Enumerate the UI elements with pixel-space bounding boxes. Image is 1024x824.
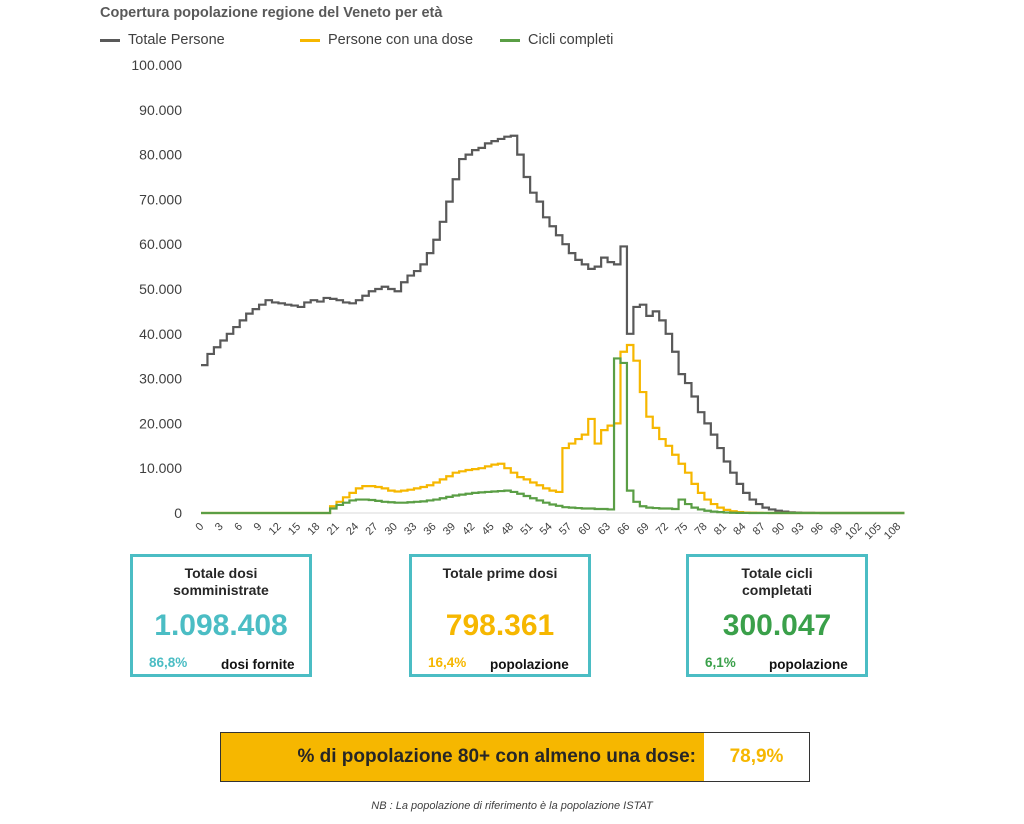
x-tick-label: 54 <box>538 521 555 538</box>
kpi-title: Totale dosi somministrate <box>133 565 309 599</box>
x-tick-label: 15 <box>286 521 303 538</box>
kpi-note: dosi fornite <box>221 657 295 672</box>
x-tick-label: 3 <box>213 521 226 534</box>
kpi-note: popolazione <box>490 657 569 672</box>
y-tick-label: 10.000 <box>139 460 182 476</box>
legend-item-cicli-completi: Cicli completi <box>500 32 613 48</box>
x-tick-label: 45 <box>480 521 497 538</box>
x-tick-label: 108 <box>882 521 903 542</box>
x-tick-label: 72 <box>654 521 671 538</box>
series-line-2 <box>201 343 905 515</box>
x-tick-label: 90 <box>770 521 787 538</box>
y-tick-label: 70.000 <box>139 191 182 207</box>
x-tick-label: 87 <box>751 521 768 538</box>
kpi-title-line1: Totale prime dosi <box>442 565 558 581</box>
x-tick-label: 66 <box>615 521 632 538</box>
x-tick-label: 78 <box>693 521 710 538</box>
x-tick-label: 30 <box>383 521 400 538</box>
y-tick-label: 60.000 <box>139 236 182 252</box>
x-tick-label: 84 <box>731 521 748 538</box>
legend-item-persone-una-dose: Persone con una dose <box>300 32 473 48</box>
x-tick-label: 63 <box>596 521 613 538</box>
kpi-first-doses: Totale prime dosi 798.361 16,4% popolazi… <box>409 554 591 677</box>
y-tick-label: 20.000 <box>139 415 182 431</box>
legend-label: Persone con una dose <box>328 32 474 48</box>
kpi-value: 798.361 <box>445 609 555 642</box>
kpi-percent: 16,4% <box>428 655 467 670</box>
legend-swatch <box>100 38 120 42</box>
x-tick-label: 12 <box>267 521 284 538</box>
kpi-value: 1.098.408 <box>154 609 288 642</box>
y-tick-label: 30.000 <box>139 371 182 387</box>
x-tick-label: 93 <box>789 521 806 538</box>
legend-swatch <box>300 38 320 42</box>
x-tick-label: 18 <box>305 521 322 538</box>
coverage-80plus-banner: % di popolazione 80+ con almeno una dose… <box>220 732 810 782</box>
kpi-total-doses: Totale dosi somministrate 1.098.408 86,8… <box>130 554 312 677</box>
x-tick-label: 102 <box>843 521 864 542</box>
legend-swatch <box>500 38 520 42</box>
banner-label: % di popolazione 80+ con almeno una dose… <box>221 733 704 781</box>
kpi-value: 300.047 <box>722 609 832 642</box>
x-tick-label: 21 <box>325 521 342 538</box>
x-tick-label: 9 <box>252 521 265 534</box>
x-tick-label: 6 <box>232 521 245 534</box>
x-tick-label: 39 <box>441 521 458 538</box>
y-tick-label: 100.000 <box>131 57 182 73</box>
chart-title: Copertura popolazione regione del Veneto… <box>100 5 443 21</box>
x-tick-label: 60 <box>576 521 593 538</box>
kpi-percent: 6,1% <box>705 655 736 670</box>
y-tick-label: 50.000 <box>139 281 182 297</box>
kpi-title: Totale prime dosi <box>412 565 588 582</box>
series-line-3 <box>201 357 905 515</box>
banner-value: 78,9% <box>704 733 809 781</box>
kpi-note: popolazione <box>769 657 848 672</box>
footnote: NB : La popolazione di riferimento è la … <box>371 800 653 812</box>
kpi-title-line1: Totale dosi <box>184 565 258 581</box>
x-tick-label: 36 <box>422 521 439 538</box>
coverage-chart: 0 10.000 20.000 30.000 40.000 50.000 60.000 70.… <box>131 57 905 542</box>
x-tick-label: 51 <box>518 521 535 538</box>
kpi-complete-cycles: Totale cicli completati 300.047 6,1% pop… <box>686 554 868 677</box>
y-tick-label: 0 <box>174 505 182 521</box>
x-tick-label: 33 <box>402 521 419 538</box>
x-tick-label: 96 <box>809 521 826 538</box>
chart-legend: Totale Persone Persone con una dose Cicl… <box>100 32 800 52</box>
x-tick-label: 69 <box>635 521 652 538</box>
x-tick-label: 75 <box>673 521 690 538</box>
x-tick-label: 0 <box>194 521 207 534</box>
x-tick-label: 27 <box>363 521 380 538</box>
series-line-1 <box>201 134 905 515</box>
legend-item-totale-persone: Totale Persone <box>100 32 225 48</box>
y-tick-label: 90.000 <box>139 102 182 118</box>
x-tick-label: 57 <box>557 521 574 538</box>
x-tick-label: 42 <box>460 521 477 538</box>
kpi-title-line1: Totale cicli <box>741 565 813 581</box>
x-tick-label: 99 <box>828 521 845 538</box>
x-tick-label: 24 <box>344 521 361 538</box>
y-tick-label: 40.000 <box>139 326 182 342</box>
legend-label: Totale Persone <box>128 32 225 48</box>
kpi-title: Totale cicli completati <box>689 565 865 599</box>
x-tick-label: 48 <box>499 521 516 538</box>
x-tick-label: 81 <box>712 521 729 538</box>
y-tick-label: 80.000 <box>139 147 182 163</box>
kpi-title-line2: completati <box>741 582 812 598</box>
legend-label: Cicli completi <box>528 32 614 48</box>
kpi-title-line2: somministrate <box>173 582 269 598</box>
x-tick-label: 105 <box>863 521 884 542</box>
kpi-percent: 86,8% <box>149 655 188 670</box>
